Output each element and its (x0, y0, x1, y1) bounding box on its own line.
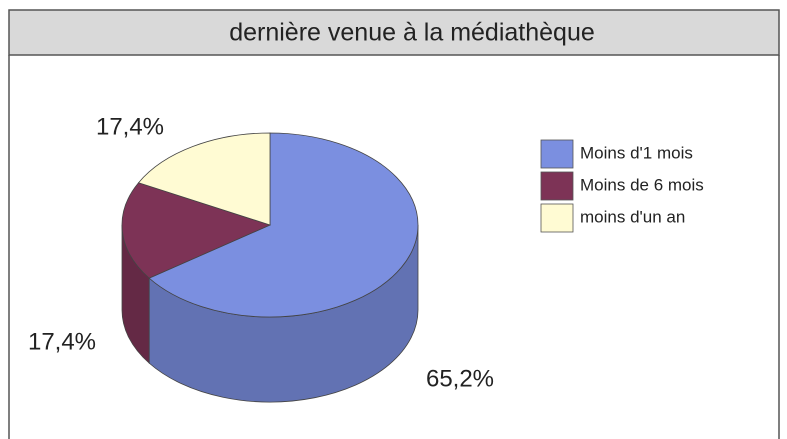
data-label: 65,2% (426, 365, 494, 392)
legend-swatch (540, 139, 574, 169)
data-label: 17,4% (96, 113, 164, 140)
legend-label: Moins d'1 mois (580, 143, 693, 162)
data-label: 17,4% (28, 328, 96, 355)
legend-label: Moins de 6 mois (580, 175, 704, 194)
pie-slice (148, 132, 419, 318)
pie-slice (121, 182, 272, 279)
legend-swatch (540, 203, 574, 233)
title-bar (8, 9, 780, 56)
legend-label: moins d'un an (580, 207, 685, 226)
legend-swatch (540, 171, 574, 201)
pie-slice (137, 132, 271, 226)
chart-title: dernière venue à la médiathèque (229, 19, 595, 47)
